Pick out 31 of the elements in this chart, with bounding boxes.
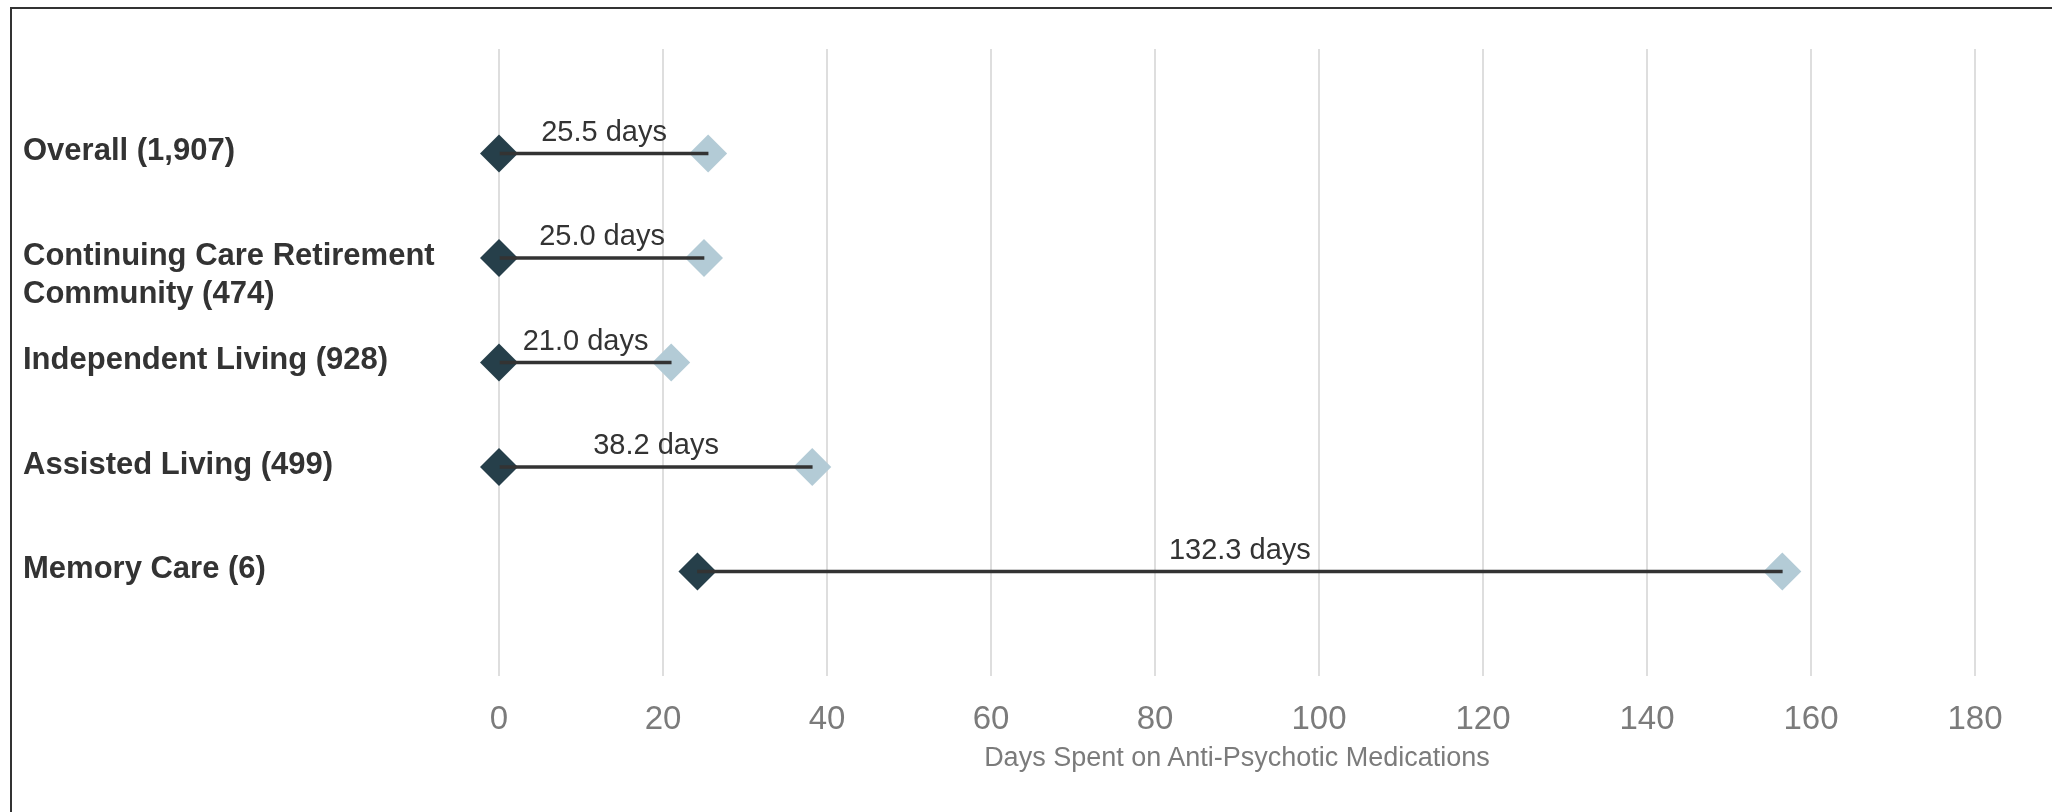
data-label: 21.0 days: [522, 323, 649, 356]
x-tick-label: 140: [1619, 698, 1675, 736]
x-tick-label: 80: [1136, 698, 1174, 736]
y-tick-label: Independent Living (928): [23, 341, 389, 377]
x-tick-label: 120: [1455, 698, 1511, 736]
x-tick-label: 60: [972, 698, 1010, 736]
bar: [499, 465, 813, 469]
point: [652, 343, 691, 382]
y-tick-label: Overall (1,907): [23, 132, 235, 168]
data-label: 132.3 days: [1168, 532, 1311, 565]
y-tick-label: Assisted Living (499): [23, 445, 334, 481]
x-tick-label: 180: [1947, 698, 2003, 736]
y-tick-label: Continuing Care Retirement Community (474): [23, 236, 435, 310]
point: [480, 239, 518, 277]
data-label: 25.0 days: [539, 219, 665, 251]
y-tick-label: Memory Care (6): [23, 550, 266, 586]
point: [480, 448, 518, 486]
data-label: 38.2 days: [593, 428, 719, 460]
point: [678, 552, 717, 591]
point: [480, 343, 518, 382]
x-tick-label: 0: [489, 698, 509, 736]
x-axis-title: Days Spent on Anti-Psychotic Medications: [984, 742, 1490, 773]
x-tick-label: 160: [1783, 698, 1839, 736]
bar: [499, 256, 705, 260]
data-label: 25.5 days: [541, 114, 667, 147]
point: [689, 134, 728, 173]
x-tick-label: 20: [644, 698, 682, 736]
point: [1763, 552, 1802, 591]
x-tick-label: 100: [1291, 698, 1347, 736]
x-tick-label: 40: [808, 698, 846, 736]
point: [480, 134, 518, 173]
